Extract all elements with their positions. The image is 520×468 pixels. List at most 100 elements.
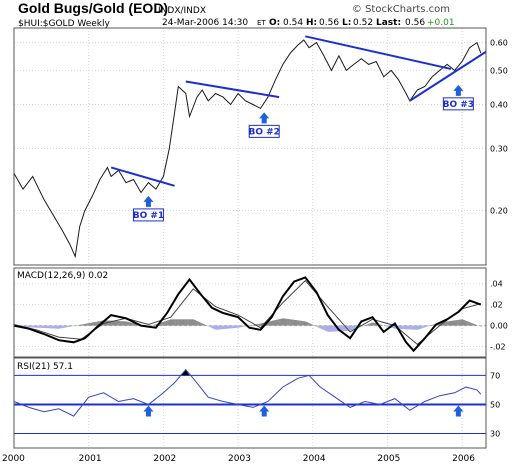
rsi-arrow-2	[259, 405, 270, 417]
price-line	[13, 39, 482, 259]
quote-line: 24-Mar-2006 14:30 ET O: 0.54 H: 0.56 L: …	[162, 18, 455, 28]
macd-histogram-bar	[123, 321, 126, 326]
macd-histogram-bar	[327, 325, 330, 332]
macd-histogram-bar	[52, 325, 54, 329]
macd-y-tick: .04	[490, 280, 503, 289]
macd-histogram-bar	[369, 323, 372, 326]
macd-histogram-bar	[392, 325, 395, 329]
macd-histogram-bar	[442, 321, 445, 326]
low-label: L:	[342, 18, 351, 28]
rsi-panel: 70 50 30 RSI(21) 57.1	[13, 357, 500, 449]
macd-histogram-bar	[90, 322, 93, 326]
breakout-arrow-3	[453, 84, 464, 96]
macd-histogram-bar	[126, 321, 129, 326]
macd-histogram-bar	[180, 319, 182, 326]
macd-histogram-bar	[474, 324, 477, 326]
macd-histogram-bar	[287, 319, 290, 326]
macd-histogram-bar	[115, 320, 117, 326]
macd-histogram-bar	[23, 325, 26, 328]
macd-histogram-bar	[85, 323, 87, 326]
macd-histogram-bar	[312, 324, 314, 326]
macd-histogram-bar	[210, 325, 212, 328]
macd-histogram-bar	[348, 325, 350, 331]
macd-histogram-bar	[472, 323, 475, 326]
macd-histogram-bar	[461, 319, 464, 326]
macd-histogram-bar	[276, 319, 278, 326]
macd-histogram-bar	[237, 325, 240, 328]
macd-histogram-bar	[408, 325, 410, 330]
macd-histogram-bar	[388, 325, 390, 328]
macd-histogram-bar	[223, 325, 225, 330]
macd-histogram-bar	[412, 325, 415, 330]
macd-histogram-bar	[304, 321, 307, 326]
macd-histogram-bar	[416, 325, 419, 330]
breakout-label-1: BO #1	[133, 211, 164, 221]
breakout-arrow-2	[259, 112, 270, 124]
macd-histogram-bar	[220, 325, 222, 330]
macd-histogram-bar	[415, 325, 418, 330]
macd-histogram-bar	[427, 325, 429, 327]
macd-histogram-bar	[274, 320, 277, 326]
quote-timezone: ET	[257, 19, 266, 27]
macd-histogram-bar	[201, 323, 204, 326]
macd-histogram-bar	[306, 322, 308, 326]
macd-histogram-bar	[261, 323, 264, 326]
macd-histogram-bar	[217, 325, 219, 330]
macd-histogram-bar	[360, 325, 363, 327]
x-tick-label: 2005	[377, 454, 400, 464]
macd-histogram-bar	[330, 325, 333, 332]
macd-histogram-bar	[37, 325, 40, 328]
macd-histogram-bar	[283, 318, 286, 326]
x-tick-label: 2000	[2, 454, 25, 464]
macd-histogram-bar	[277, 319, 280, 326]
macd-histogram-bar	[188, 319, 191, 326]
macd-histogram-bar	[40, 325, 43, 328]
macd-histogram-bar	[462, 319, 465, 326]
breakout-label-2: BO #2	[248, 127, 279, 137]
macd-histogram-bar	[53, 325, 56, 329]
macd-histogram-bar	[424, 325, 426, 328]
macd-histogram-bar	[109, 320, 112, 326]
macd-histogram-bar	[414, 325, 416, 330]
macd-histogram-bar	[398, 325, 400, 329]
macd-histogram-bar	[322, 325, 324, 330]
rsi-y-tick: 70	[490, 371, 500, 380]
macd-histogram-bar	[208, 325, 211, 327]
macd-y-tick: -.02	[490, 343, 506, 352]
macd-y-tick: 0.00	[490, 322, 508, 331]
macd-histogram-bar	[329, 325, 331, 332]
macd-histogram-bar	[405, 325, 408, 330]
macd-histogram-bar	[315, 325, 317, 327]
macd-histogram-bar	[279, 318, 281, 326]
macd-histogram-bar	[171, 319, 173, 326]
quote-date: 24-Mar-2006 14:30	[162, 18, 248, 28]
open-value: 0.54	[283, 18, 303, 28]
macd-histogram-bar	[172, 319, 175, 326]
macd-histogram-bar	[241, 325, 244, 327]
high-value: 0.56	[319, 18, 339, 28]
macd-histogram-bar	[335, 325, 337, 332]
macd-histogram-bar	[24, 325, 27, 328]
macd-histogram-bar	[174, 319, 176, 326]
macd-histogram-bar	[234, 325, 237, 328]
macd-histogram-bar	[95, 321, 97, 326]
macd-histogram-bar	[464, 320, 466, 326]
macd-histogram-bar	[56, 325, 59, 329]
macd-histogram-bar	[221, 325, 224, 330]
macd-histogram-bar	[132, 323, 135, 326]
macd-histogram-bar	[155, 324, 158, 326]
macd-histogram-bar	[96, 321, 99, 326]
macd-histogram-bar	[30, 325, 33, 328]
macd-histogram-bar	[325, 325, 327, 331]
macd-histogram-bar	[289, 319, 291, 326]
macd-histogram-bar	[260, 323, 263, 326]
macd-histogram-bar	[92, 322, 94, 326]
macd-histogram-bar	[32, 325, 34, 328]
macd-histogram-bar	[93, 322, 96, 326]
macd-histogram-bar	[471, 323, 474, 326]
macd-histogram-bar	[121, 321, 123, 326]
macd-histogram-bar	[401, 325, 403, 330]
trendline-2	[185, 80, 280, 99]
x-tick-label: 2001	[79, 454, 102, 464]
